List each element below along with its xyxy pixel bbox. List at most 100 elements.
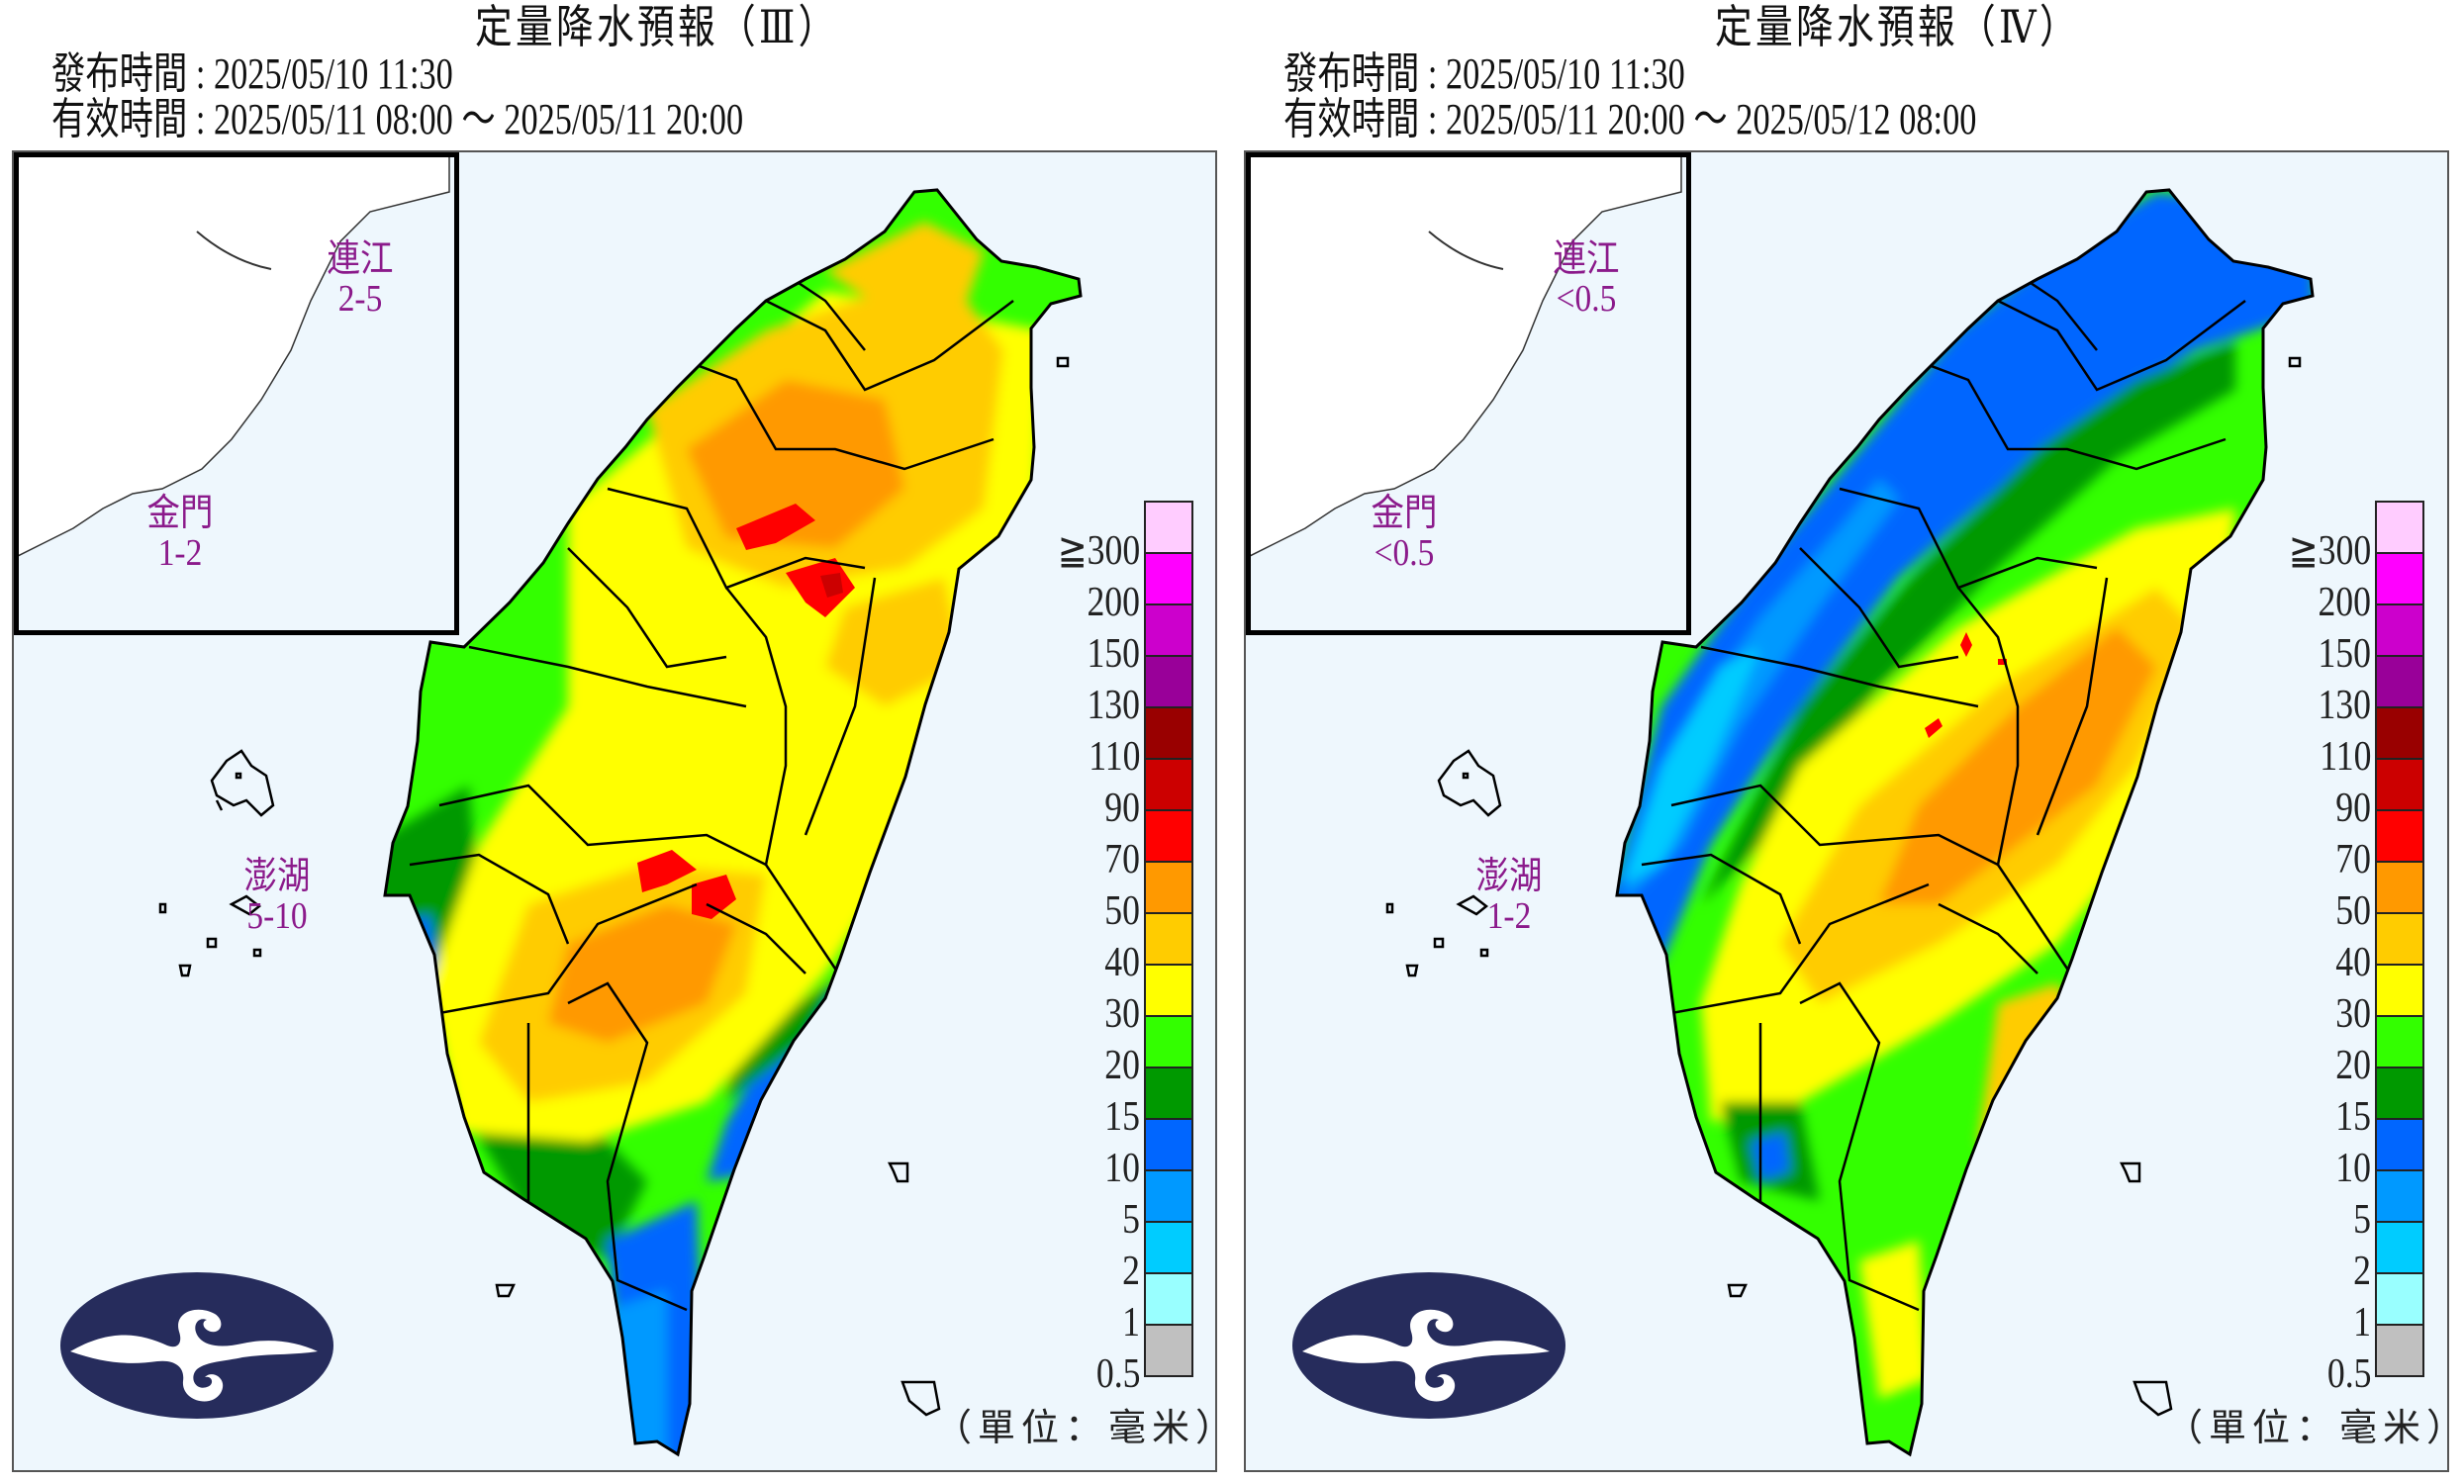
- legend-band: [1146, 1120, 1191, 1171]
- legend-tick: 30: [2335, 991, 2371, 1037]
- legend-colorbar: [2375, 501, 2424, 1377]
- legend-band: [2377, 1171, 2422, 1223]
- kinmen-label: 金門 1-2: [147, 494, 214, 573]
- legend-band: [1146, 966, 1191, 1017]
- legend-tick: 70: [2335, 837, 2371, 882]
- panel-3-rain-map-svg: [14, 152, 1083, 1456]
- legend-band: [1146, 605, 1191, 657]
- legend-tick: 40: [2335, 940, 2371, 985]
- legend-tick: 30: [1104, 991, 1140, 1037]
- legend-band: [2377, 1068, 2422, 1120]
- legend-tick: 1: [2353, 1300, 2371, 1345]
- legend-tick: ≧300: [1057, 528, 1140, 574]
- issue-time-value: 2025/05/10 11:30: [1445, 49, 1685, 98]
- panel-3-offshore-inset: [14, 152, 459, 635]
- legend-band: [2377, 1326, 2422, 1375]
- lienchiang-value: <0.5: [1556, 278, 1617, 320]
- legend-tick: 1: [1122, 1300, 1140, 1345]
- valid-time-value: 2025/05/11 08:00 ～ 2025/05/11 20:00: [213, 95, 744, 143]
- panel-4-map: 連江 <0.5 金門 <0.5 澎湖 1-2: [1244, 150, 2449, 1472]
- panel-4-issue-time-row: 發布時間 : 2025/05/10 11:30: [1283, 49, 1685, 98]
- legend-band: [2377, 708, 2422, 760]
- legend-band: [1146, 1068, 1191, 1120]
- legend-tick: 90: [1104, 786, 1140, 831]
- kinmen-value: 1-2: [157, 532, 203, 574]
- legend-band: [1146, 1274, 1191, 1326]
- legend-tick: 20: [1104, 1043, 1140, 1088]
- unit-label: （單位：毫米）: [934, 1408, 1217, 1449]
- panel-4-offshore-inset: [1246, 152, 1691, 635]
- valid-time-value: 2025/05/11 20:00 ～ 2025/05/12 08:00: [1445, 95, 1977, 143]
- legend-tick: 150: [2318, 631, 2371, 677]
- legend-tick: 15: [2335, 1094, 2371, 1140]
- legend-tick: 50: [1104, 888, 1140, 934]
- valid-time-label: 有效時間: [51, 95, 188, 143]
- kinmen-value: <0.5: [1374, 532, 1435, 574]
- panel-3-legend: ≧300 200 150 130 110 90 70 50 40 30 20 1…: [14, 152, 1215, 1470]
- legend-tick-labels: ≧300 200 150 130 110 90 70 50 40 30 20 1…: [1246, 152, 2371, 1470]
- legend-band: [1146, 1017, 1191, 1068]
- legend-band: [1146, 1326, 1191, 1375]
- legend-band: [1146, 1171, 1191, 1223]
- legend-tick: 0.5: [1095, 1351, 1140, 1397]
- legend-tick: 40: [1104, 940, 1140, 985]
- legend-tick: 200: [1087, 580, 1140, 625]
- legend-band: [2377, 811, 2422, 863]
- legend-tick: 5: [1122, 1197, 1140, 1243]
- legend-band: [1146, 914, 1191, 966]
- lienchiang-name: 連江: [327, 238, 394, 280]
- cwa-logo-icon: [60, 1272, 333, 1419]
- kinmen-name: 金門: [1371, 493, 1438, 534]
- legend-tick: 130: [2318, 683, 2371, 728]
- panel-4-title: 定量降水預報（Ⅳ）: [1715, 2, 2080, 52]
- legend-tick: 5: [2353, 1197, 2371, 1243]
- legend-band: [1146, 863, 1191, 914]
- panel-4-rain-map-svg: [1246, 152, 2315, 1456]
- legend-band: [2377, 554, 2422, 605]
- panel-3-map: 連江 2-5 金門 1-2 澎湖 5-10: [12, 150, 1217, 1472]
- legend-tick: 2: [2353, 1249, 2371, 1294]
- kinmen-name: 金門: [146, 493, 214, 534]
- issue-time-value: 2025/05/10 11:30: [213, 49, 453, 98]
- panel-3-valid-time-row: 有效時間 : 2025/05/11 08:00 ～ 2025/05/11 20:…: [51, 95, 744, 143]
- legend-tick: 130: [1087, 683, 1140, 728]
- legend-tick: 110: [1088, 734, 1140, 780]
- legend-tick-labels: ≧300 200 150 130 110 90 70 50 40 30 20 1…: [14, 152, 1140, 1470]
- legend-tick: 10: [1104, 1146, 1140, 1191]
- lienchiang-name: 連江: [1553, 238, 1620, 280]
- penghu-value: 5-10: [246, 895, 308, 937]
- legend-band: [2377, 1223, 2422, 1274]
- legend-colorbar: [1144, 501, 1193, 1377]
- kinmen-label: 金門 <0.5: [1372, 494, 1438, 573]
- legend-band: [1146, 811, 1191, 863]
- lienchiang-value: 2-5: [337, 278, 383, 320]
- panel-3-issue-time-row: 發布時間 : 2025/05/10 11:30: [51, 49, 453, 98]
- legend-tick: 15: [1104, 1094, 1140, 1140]
- panel-4-legend: ≧300 200 150 130 110 90 70 50 40 30 20 1…: [1246, 152, 2447, 1470]
- legend-tick: 0.5: [2326, 1351, 2371, 1397]
- legend-tick: 90: [2335, 786, 2371, 831]
- legend-band: [2377, 914, 2422, 966]
- legend-band: [2377, 1120, 2422, 1171]
- legend-band: [2377, 1274, 2422, 1326]
- penghu-label: 澎湖 5-10: [244, 857, 311, 936]
- legend-tick: 50: [2335, 888, 2371, 934]
- penghu-value: 1-2: [1486, 895, 1532, 937]
- legend-band: [2377, 657, 2422, 708]
- lienchiang-label: 連江 <0.5: [1554, 239, 1620, 319]
- legend-tick: 150: [1087, 631, 1140, 677]
- legend-tick: 10: [2335, 1146, 2371, 1191]
- legend-band: [1146, 760, 1191, 811]
- legend-band: [1146, 1223, 1191, 1274]
- legend-band: [2377, 760, 2422, 811]
- penghu-name: 澎湖: [243, 856, 311, 897]
- legend-band: [1146, 554, 1191, 605]
- legend-band: [1146, 657, 1191, 708]
- valid-time-label: 有效時間: [1283, 95, 1420, 143]
- issue-time-label: 發布時間: [51, 49, 188, 98]
- cwa-logo-icon: [1292, 1272, 1565, 1419]
- legend-band: [1146, 503, 1191, 554]
- legend-band: [2377, 1017, 2422, 1068]
- legend-band: [2377, 863, 2422, 914]
- legend-band: [2377, 605, 2422, 657]
